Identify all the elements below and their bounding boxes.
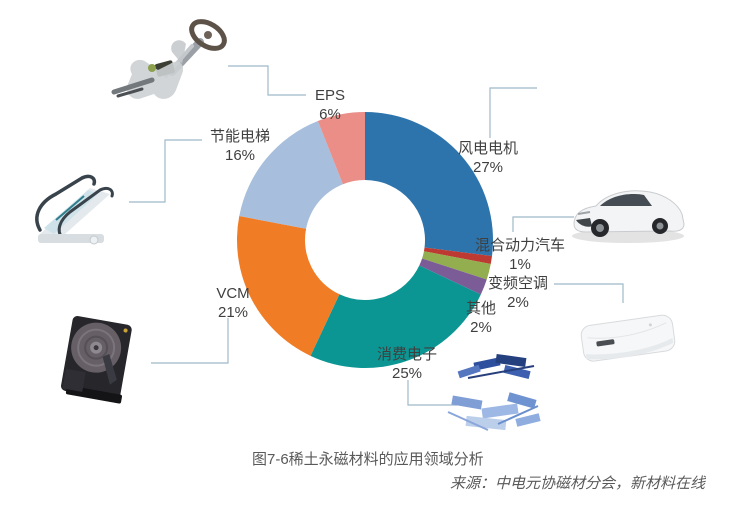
slice-pct: 2% [507, 294, 529, 311]
slice-label-wind: 风电电机 27% [413, 139, 563, 177]
slice-name: 消费电子 [376, 346, 437, 363]
circuit-board-image [447, 353, 541, 431]
slice-pct: 2% [470, 319, 492, 336]
leader-lines [129, 65, 624, 406]
slice-pct: 16% [224, 147, 256, 164]
slice-label-hybrid: 混合动力汽车 1% [445, 236, 595, 274]
pie-slice-5 [237, 216, 340, 356]
figure-caption: 图7-6稀土永磁材料的应用领域分析 [252, 451, 484, 468]
slice-pct: 27% [472, 159, 504, 176]
slice-name: 其他 [465, 300, 496, 317]
slice-name: EPS [314, 87, 345, 104]
hybrid-car-image [572, 190, 685, 243]
pie-slice-7 [317, 112, 365, 185]
hard-disk-image [61, 316, 132, 404]
leader-vcm [151, 318, 229, 364]
slice-label-eps: EPS 6% [255, 86, 405, 124]
leader-consumer [407, 380, 457, 406]
slice-pct: 6% [319, 106, 341, 123]
slice-name: 节能电梯 [209, 128, 270, 145]
pie-slice-0 [365, 112, 493, 257]
slice-pct: 25% [391, 365, 423, 382]
leader-elevator [129, 139, 202, 203]
slice-name: 混合动力汽车 [474, 237, 565, 254]
slice-label-consumer: 消费电子 25% [332, 345, 482, 383]
air-conditioner-image [580, 314, 676, 362]
leader-wind [489, 87, 537, 138]
slice-name: 风电电机 [457, 140, 518, 157]
slice-label-elevator: 节能电梯 16% [165, 127, 315, 165]
pie-slice-6 [239, 120, 343, 229]
escalator-image [35, 174, 114, 245]
slice-label-other: 其他 2% [421, 299, 541, 337]
donut-chart [237, 112, 493, 368]
eps-steering-image [111, 19, 227, 99]
pie-slice-3 [419, 258, 487, 295]
slice-label-ac: 变频空调 2% [443, 274, 593, 312]
pie-slice-4 [310, 265, 481, 368]
slice-pct: 21% [217, 304, 249, 321]
slice-name: 变频空调 [487, 275, 548, 292]
pie-slice-2 [422, 251, 491, 280]
slice-label-vcm: VCM 21% [158, 284, 308, 322]
pie-slice-1 [423, 247, 492, 264]
slice-pct: 1% [509, 256, 531, 273]
slice-name: VCM [216, 285, 250, 302]
leader-hybrid [512, 216, 574, 232]
leader-ac [554, 283, 624, 303]
figure-source: 来源：中电元协磁材分会，新材料在线 [449, 475, 705, 492]
leader-eps [228, 65, 306, 96]
